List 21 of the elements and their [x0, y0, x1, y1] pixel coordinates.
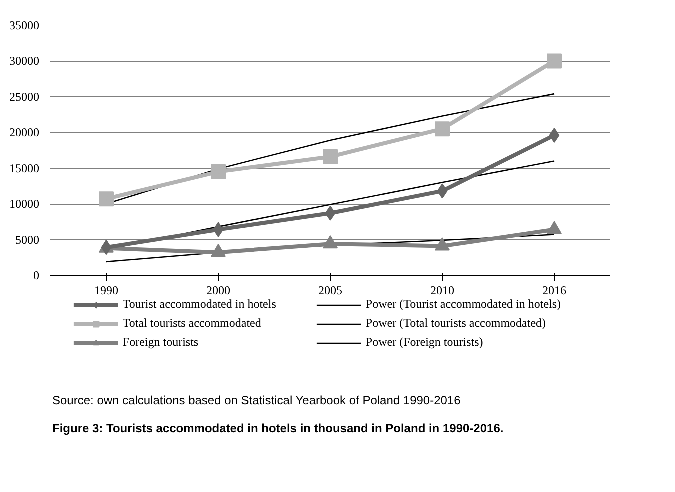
x-tick-label: 1990 [94, 284, 118, 298]
y-tick-label: 15000 [10, 161, 40, 176]
legend-label: Power (Foreign tourists) [366, 335, 484, 350]
y-tick-label: 0 [34, 268, 40, 282]
y-tick-label: 35000 [10, 18, 40, 32]
legend-label: Foreign tourists [122, 335, 200, 350]
legend-label: Tourist accommodated in hotels [122, 297, 278, 312]
legend-label: Power (Total tourists accommodated) [366, 316, 548, 331]
x-tick-label: 2016 [542, 284, 566, 298]
x-tick-label: 2000 [206, 284, 230, 298]
y-tick-label: 30000 [10, 54, 40, 68]
legend-label: Power (Tourist accommodated in hotels) [366, 297, 562, 312]
legend-label: Total tourists accommodated [122, 316, 262, 331]
y-tick-label: 5000 [16, 232, 40, 247]
x-tick-label: 2005 [318, 284, 342, 298]
y-tick-label: 20000 [10, 126, 40, 140]
y-tick-label: 10000 [10, 197, 40, 212]
source-note: Source: own calculations based on Statistical Yearbook of Poland 1990-2016 [52, 394, 462, 408]
y-tick-label: 25000 [10, 90, 40, 104]
caption: Figure 3: Tourists accommodated in hotels in thousand in Poland in 1990-2016. [52, 422, 504, 436]
x-tick-label: 2010 [430, 284, 454, 298]
